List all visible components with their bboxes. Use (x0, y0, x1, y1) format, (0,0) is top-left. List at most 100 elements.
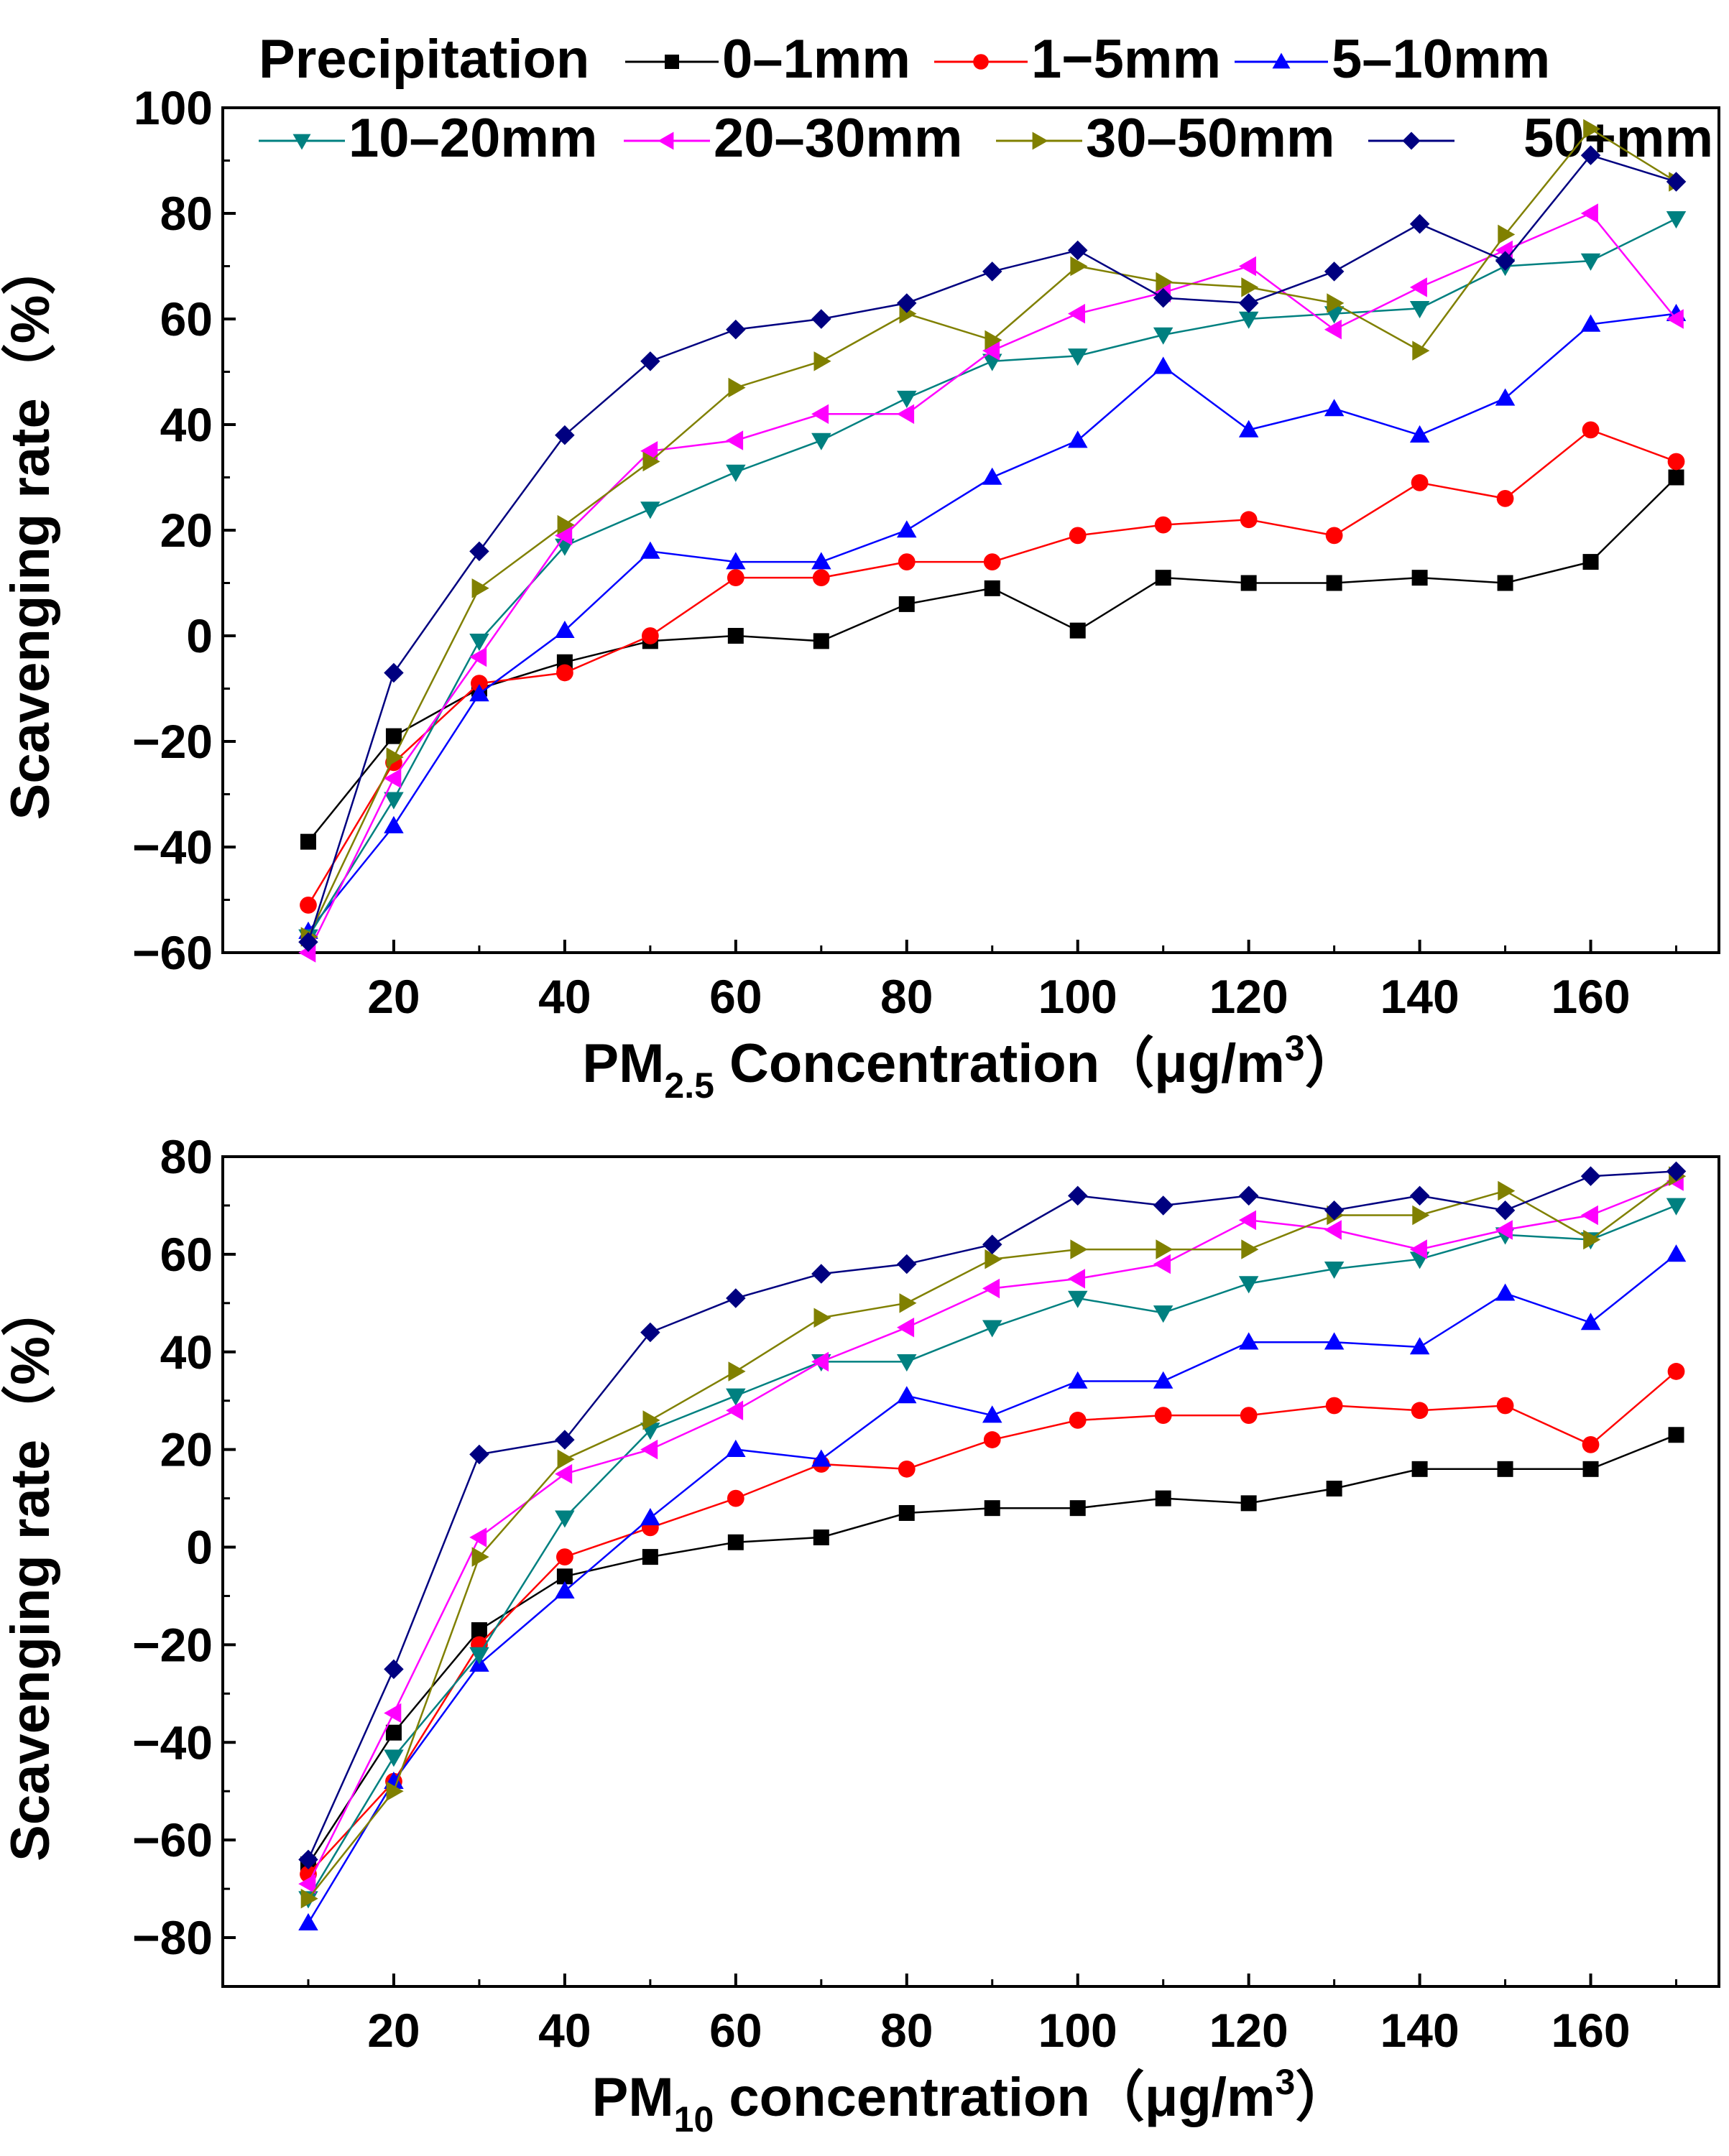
data-point (471, 1547, 489, 1567)
data-point (1409, 1337, 1430, 1355)
data-point (1070, 1239, 1088, 1259)
legend-marker-icon (658, 131, 674, 150)
data-point (811, 432, 831, 450)
data-point (1666, 172, 1687, 192)
data-point (386, 1781, 404, 1801)
data-point (1238, 1210, 1256, 1231)
data-point (1324, 1220, 1342, 1240)
data-point (1409, 277, 1427, 297)
data-point (1240, 575, 1257, 591)
data-point (1325, 1397, 1343, 1415)
series-1 (300, 421, 1685, 914)
data-point (726, 1288, 746, 1308)
x-tick-label: 160 (1551, 970, 1630, 1023)
data-point (1324, 399, 1345, 417)
y-tick-label: 60 (160, 292, 213, 346)
series-line (307, 1253, 1677, 1924)
pm25-chart: −60 −40 −20 0 20 40 60 80 100 20 40 60 80 100 120 140 16… (0, 81, 1720, 1106)
data-point (555, 425, 575, 445)
y-tick-label: −20 (132, 715, 213, 768)
data-point (897, 520, 917, 538)
series-0 (300, 469, 1684, 850)
y-tick-label: −20 (132, 1618, 213, 1671)
data-point (1238, 311, 1259, 329)
y-tick-label: 40 (160, 1325, 213, 1379)
series-1 (300, 1363, 1685, 1883)
series-line (308, 476, 1677, 843)
data-point (557, 514, 575, 535)
data-point (1238, 293, 1259, 313)
data-point (1495, 251, 1516, 271)
data-point (984, 1500, 1000, 1517)
data-point (1496, 490, 1514, 507)
data-point (469, 1527, 487, 1547)
data-point (811, 309, 831, 329)
data-point (1240, 1407, 1258, 1424)
data-point (1496, 1397, 1514, 1415)
data-point (813, 351, 831, 371)
data-point (813, 1308, 831, 1328)
data-point (469, 684, 489, 702)
data-point (897, 1254, 917, 1274)
pm10-axis-ticks: −80 −60 −40 −20 0 20 40 60 80 20 40 60 80 100 120 140 16… (132, 1130, 1678, 2057)
data-point (1324, 319, 1342, 340)
data-point (1495, 1220, 1513, 1240)
data-point (555, 1581, 575, 1599)
data-point (1411, 1402, 1429, 1420)
legend-marker-icon (1402, 131, 1421, 150)
data-point (469, 634, 489, 652)
data-point (1241, 277, 1259, 297)
data-point (1238, 256, 1256, 277)
data-point (384, 662, 404, 683)
data-point (1409, 1185, 1430, 1206)
data-point (1068, 430, 1088, 448)
data-point (555, 1510, 575, 1528)
data-point (385, 1724, 402, 1741)
data-point (984, 580, 1000, 596)
data-point (811, 552, 831, 570)
data-point (1409, 425, 1430, 443)
data-point (1068, 348, 1088, 366)
data-point (642, 1549, 658, 1565)
data-point (469, 1647, 489, 1665)
data-point (1583, 119, 1601, 139)
data-point (899, 1293, 917, 1313)
data-point (898, 1460, 916, 1478)
y-tick-label: −80 (132, 1911, 213, 1964)
data-point (1069, 1412, 1087, 1429)
data-point (1153, 1254, 1171, 1274)
data-point (300, 1889, 318, 1909)
series-line (308, 313, 1677, 933)
data-point (897, 404, 915, 425)
pm10-series (298, 1161, 1687, 1930)
data-point (471, 578, 489, 598)
data-point (298, 932, 318, 952)
data-point (726, 464, 746, 482)
y-tick-label: 60 (160, 1228, 213, 1281)
data-point (1666, 1198, 1687, 1216)
data-point (469, 541, 489, 562)
data-point (1324, 1332, 1345, 1350)
data-point (1068, 240, 1088, 261)
data-point (1411, 1461, 1428, 1477)
data-point (1155, 1490, 1171, 1507)
x-tick-label: 140 (1380, 970, 1460, 1023)
data-point (1409, 1239, 1427, 1259)
data-point (811, 1351, 829, 1372)
data-point (471, 675, 488, 693)
data-point (982, 1234, 1002, 1254)
data-point (982, 262, 1002, 282)
data-point (1068, 1269, 1085, 1289)
data-point (1153, 327, 1174, 345)
data-point (897, 390, 917, 408)
data-point (1666, 211, 1687, 229)
data-point (640, 441, 658, 461)
data-point (1582, 421, 1600, 439)
data-point (556, 664, 573, 682)
data-point (300, 833, 316, 850)
data-point (1326, 575, 1342, 591)
data-point (1240, 511, 1258, 529)
data-point (1156, 272, 1174, 292)
data-point (898, 553, 916, 570)
series-line (307, 127, 1677, 938)
